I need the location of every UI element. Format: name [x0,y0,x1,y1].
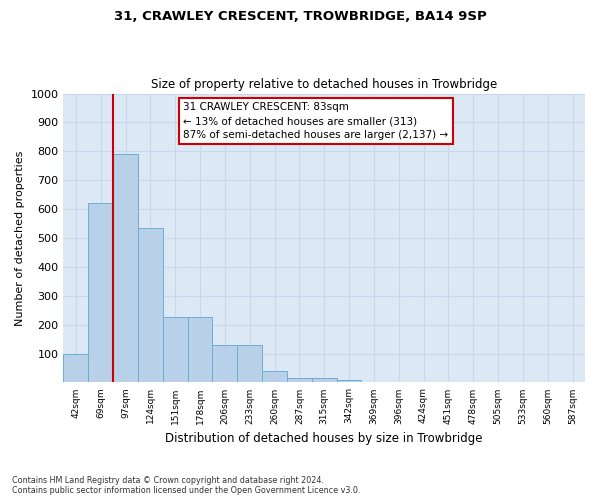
Bar [188,318,212,382]
Text: 31, CRAWLEY CRESCENT, TROWBRIDGE, BA14 9SP: 31, CRAWLEY CRESCENT, TROWBRIDGE, BA14 9… [113,10,487,23]
Bar [163,318,188,382]
Bar [88,204,113,382]
Text: Contains HM Land Registry data © Crown copyright and database right 2024.
Contai: Contains HM Land Registry data © Crown c… [12,476,361,495]
Bar [212,345,237,383]
Bar [262,371,287,382]
Y-axis label: Number of detached properties: Number of detached properties [15,150,25,326]
Text: 31 CRAWLEY CRESCENT: 83sqm
← 13% of detached houses are smaller (313)
87% of sem: 31 CRAWLEY CRESCENT: 83sqm ← 13% of deta… [184,102,449,140]
Bar [287,378,312,382]
Bar [64,354,88,382]
Bar [138,228,163,382]
Title: Size of property relative to detached houses in Trowbridge: Size of property relative to detached ho… [151,78,497,91]
Bar [312,378,337,382]
X-axis label: Distribution of detached houses by size in Trowbridge: Distribution of detached houses by size … [166,432,483,445]
Bar [337,380,361,382]
Bar [237,345,262,383]
Bar [113,154,138,382]
